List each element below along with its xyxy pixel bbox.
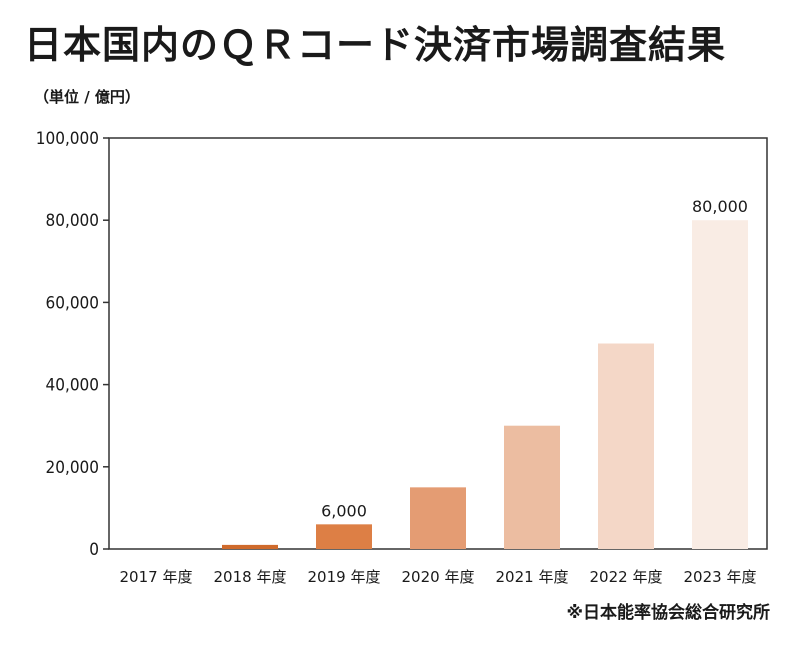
bar bbox=[410, 487, 466, 549]
x-tick-label: 2022 年度 bbox=[590, 568, 663, 586]
chart-title: 日本国内のＱＲコード決済市場調査結果 bbox=[24, 23, 727, 67]
bar bbox=[222, 544, 278, 549]
y-tick-label: 0 bbox=[89, 540, 99, 560]
x-tick-label: 2017 年度 bbox=[120, 568, 193, 586]
bar bbox=[316, 524, 372, 549]
y-tick-label: 40,000 bbox=[46, 376, 100, 396]
source-note: ※日本能率協会総合研究所 bbox=[566, 603, 770, 623]
x-tick-label: 2020 年度 bbox=[402, 568, 475, 586]
x-tick-label: 2018 年度 bbox=[214, 568, 287, 586]
x-tick-label: 2023 年度 bbox=[684, 568, 757, 586]
y-tick-label: 20,000 bbox=[46, 458, 100, 478]
y-tick-label: 60,000 bbox=[46, 293, 100, 313]
data-labels: 6,000 80,000 bbox=[321, 197, 748, 520]
bar bbox=[598, 343, 654, 549]
x-tick-label: 2019 年度 bbox=[308, 568, 381, 586]
x-tick-label: 2021 年度 bbox=[496, 568, 569, 586]
data-label: 80,000 bbox=[692, 197, 748, 216]
bar bbox=[504, 425, 560, 549]
y-tick-label: 80,000 bbox=[46, 211, 100, 231]
data-label: 6,000 bbox=[321, 501, 367, 520]
x-axis-labels: 2017 年度 2018 年度 2019 年度 2020 年度 2021 年度 2022 … bbox=[120, 568, 757, 586]
bar bbox=[692, 220, 748, 549]
bars bbox=[222, 220, 748, 549]
y-axis-ticks: 0 20,000 40,000 60,000 80,000 100,000 bbox=[36, 129, 109, 560]
unit-label: （単位 / 億円） bbox=[34, 88, 140, 106]
y-tick-label: 100,000 bbox=[36, 129, 99, 149]
